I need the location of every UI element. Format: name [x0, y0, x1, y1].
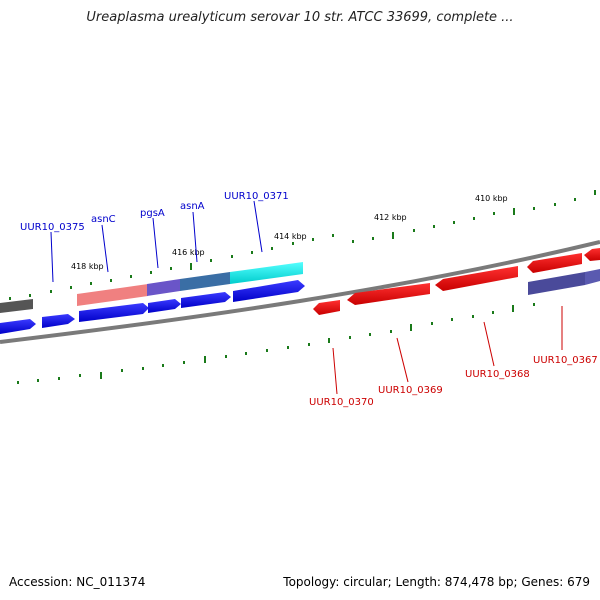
ruler-label-412: 412 kbp: [374, 213, 407, 222]
ruler-label-418: 418 kbp: [71, 262, 104, 271]
gene-label-uur10-0371[interactable]: UUR10_0371: [224, 191, 289, 202]
accession-text: Accession: NC_011374: [9, 575, 146, 589]
ruler-label-414: 414 kbp: [274, 232, 307, 241]
gene-arrow[interactable]: [181, 292, 231, 308]
gene-label-uur10-0367[interactable]: UUR10_0367: [533, 355, 598, 366]
gene-arrow[interactable]: [347, 283, 430, 305]
topology-text: Topology: circular; Length: 874,478 bp; …: [283, 575, 590, 589]
gene-arrow[interactable]: [527, 253, 582, 273]
genome-backbone: [0, 240, 600, 344]
gene-arrow[interactable]: [79, 303, 149, 322]
forward-leaders: [50, 200, 263, 283]
gene-arrow[interactable]: [313, 300, 340, 315]
outer-tick-ring: [9, 190, 596, 300]
gene-label-pgsa[interactable]: pgsA: [140, 208, 165, 219]
gene-arrow[interactable]: [584, 248, 600, 261]
gene-label-uur10-0368[interactable]: UUR10_0368: [465, 369, 530, 380]
map-title: Ureaplasma urealyticum serovar 10 str. A…: [86, 10, 514, 25]
gene-label-asnc[interactable]: asnC: [91, 214, 116, 225]
gene-arrow[interactable]: [233, 280, 305, 302]
gene-arrow[interactable]: [435, 266, 518, 291]
gene-label-asna[interactable]: asnA: [180, 201, 205, 212]
gene-label-uur10-0369[interactable]: UUR10_0369: [378, 385, 443, 396]
feature-track: [0, 262, 303, 313]
inner-tick-ring: [17, 303, 535, 384]
ruler-label-416: 416 kbp: [172, 248, 205, 257]
gene-arrow[interactable]: [148, 299, 181, 313]
gene-label-uur10-0375[interactable]: UUR10_0375: [20, 222, 85, 233]
reverse-gene-arrows: [313, 248, 600, 315]
gene-arrow[interactable]: [0, 319, 36, 334]
reverse-leaders: [332, 306, 563, 395]
gene-label-uur10-0370[interactable]: UUR10_0370: [309, 397, 374, 408]
lower-feature-track: [528, 269, 600, 295]
forward-gene-arrows: [0, 280, 305, 334]
gene-arrow[interactable]: [42, 314, 75, 328]
ruler-label-410: 410 kbp: [475, 194, 508, 203]
